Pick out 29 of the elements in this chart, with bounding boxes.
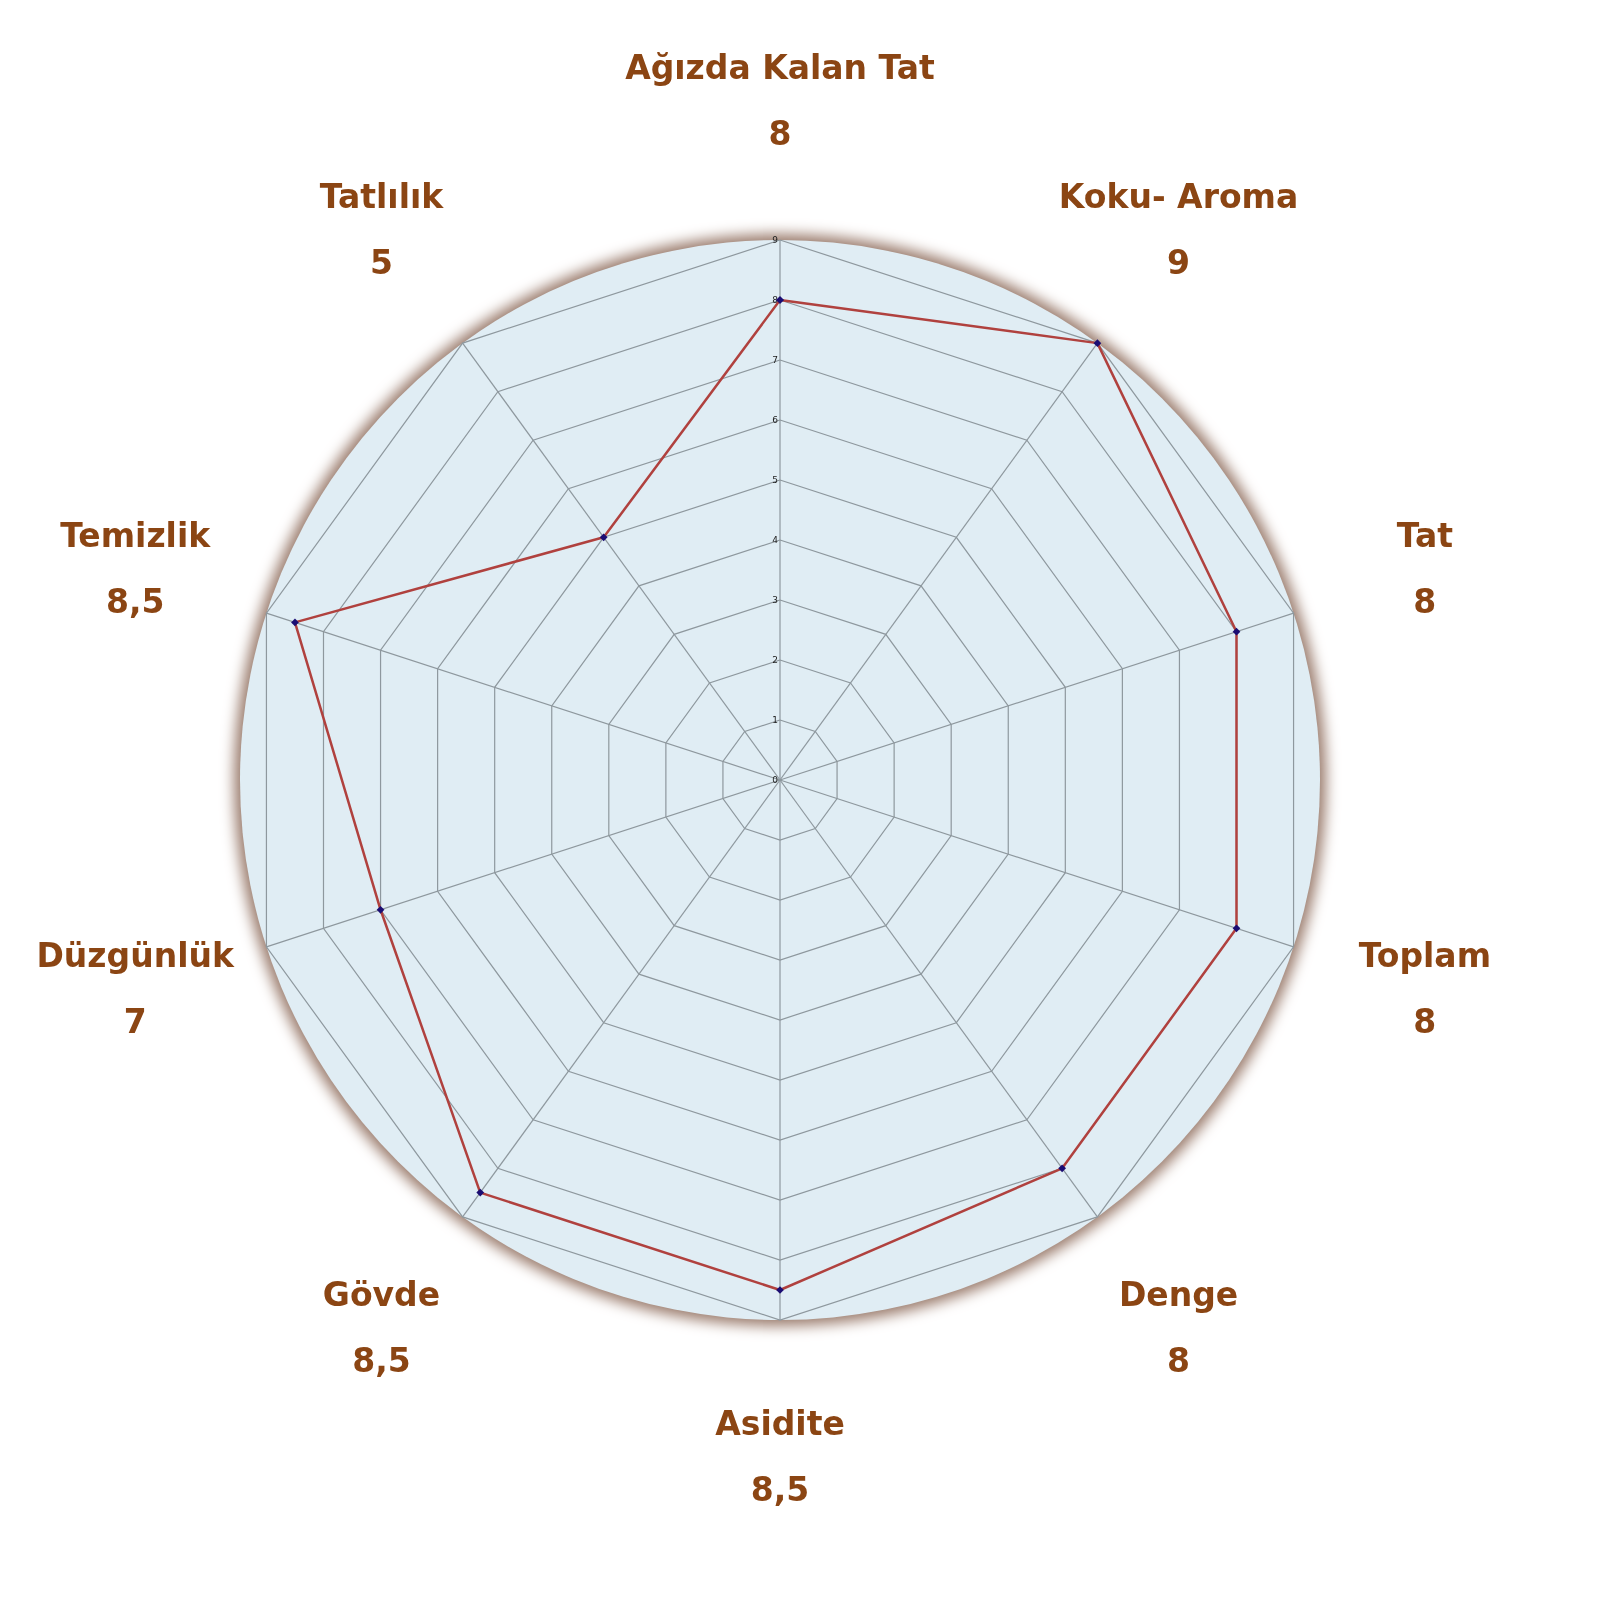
spoke-label: Temizlik <box>60 516 212 556</box>
y-tick-label: 7 <box>772 355 778 365</box>
y-tick-label: 3 <box>772 595 778 605</box>
y-tick-label: 4 <box>772 535 779 545</box>
text: 8,5 <box>750 1470 810 1509</box>
text: 5 <box>370 243 393 283</box>
spoke-label: Tatlılık <box>319 177 445 217</box>
y-tick-label: 0 <box>772 775 779 785</box>
y-tick-label: 2 <box>772 655 778 665</box>
text: 9 <box>1167 243 1190 283</box>
spoke-label: Koku- Aroma <box>1058 177 1299 217</box>
text: 7 <box>123 1001 147 1041</box>
y-tick-label: 6 <box>772 415 779 425</box>
spoke-label: Tat <box>1396 516 1454 556</box>
text: 8,5 <box>105 582 165 622</box>
text: 8 <box>1167 1340 1190 1380</box>
spoke-label: Düzgünlük <box>36 935 235 975</box>
text: 8,5 <box>352 1340 411 1380</box>
text: 8 <box>1413 582 1437 622</box>
spoke-label: Asidite <box>715 1404 845 1443</box>
spoke-label: Gövde <box>322 1274 441 1314</box>
y-tick-label: 9 <box>772 235 779 245</box>
y-tick-label: 5 <box>772 475 778 485</box>
spoke-label: Toplam <box>1358 935 1492 975</box>
spoke-label: Denge <box>1118 1274 1239 1314</box>
text: 8 <box>1413 1001 1437 1041</box>
spoke-label: Ağızda Kalan Tat <box>625 48 936 87</box>
y-tick-label: 8 <box>772 295 779 305</box>
y-tick-label: 1 <box>772 715 778 725</box>
